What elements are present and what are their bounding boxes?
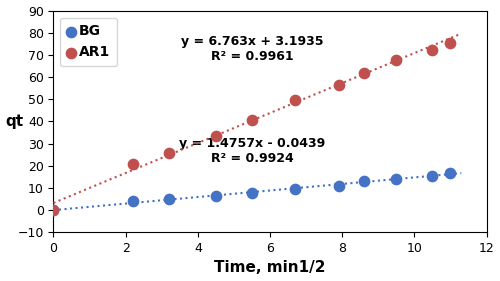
Legend: BG, AR1: BG, AR1 xyxy=(60,17,116,66)
Y-axis label: qt: qt xyxy=(6,114,24,129)
AR1 xyxy=(292,98,300,103)
Text: y = 6.763x + 3.1935
R² = 0.9961: y = 6.763x + 3.1935 R² = 0.9961 xyxy=(180,35,323,63)
AR1 xyxy=(248,118,256,123)
AR1 xyxy=(50,208,58,212)
BG xyxy=(392,177,400,181)
AR1 xyxy=(428,48,436,53)
X-axis label: Time, min1/2: Time, min1/2 xyxy=(214,260,326,275)
AR1 xyxy=(446,40,454,45)
BG xyxy=(360,179,368,183)
AR1 xyxy=(165,151,173,156)
BG xyxy=(292,187,300,191)
BG xyxy=(50,208,58,212)
BG xyxy=(428,173,436,178)
BG xyxy=(248,191,256,196)
BG xyxy=(446,171,454,176)
BG xyxy=(334,183,342,188)
BG xyxy=(212,194,220,198)
AR1 xyxy=(212,133,220,138)
Text: y = 1.4757x - 0.0439
R² = 0.9924: y = 1.4757x - 0.0439 R² = 0.9924 xyxy=(179,137,325,165)
BG xyxy=(165,197,173,201)
BG xyxy=(129,199,137,203)
AR1 xyxy=(129,162,137,166)
AR1 xyxy=(334,83,342,87)
AR1 xyxy=(360,70,368,75)
AR1 xyxy=(392,58,400,63)
